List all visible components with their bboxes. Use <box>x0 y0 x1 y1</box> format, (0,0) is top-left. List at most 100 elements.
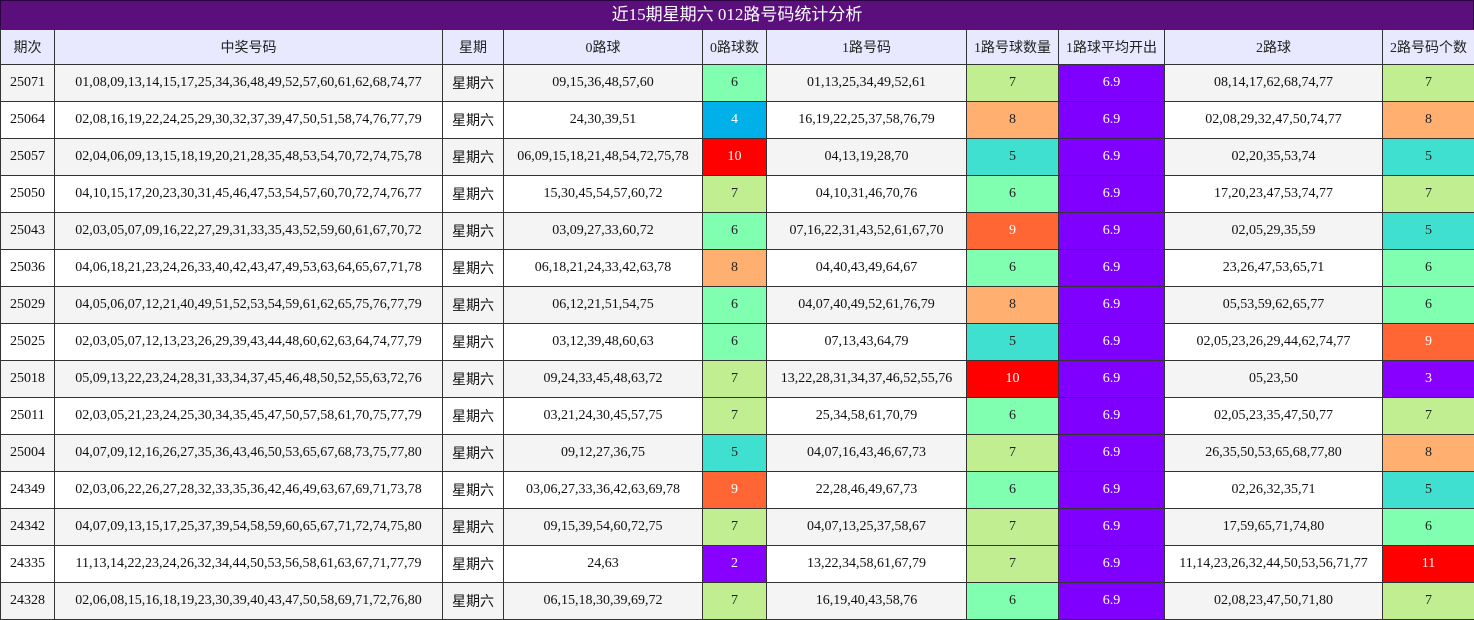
cell-route1-count: 8 <box>967 102 1059 139</box>
cell-route0-count: 6 <box>703 65 767 102</box>
cell-issue: 25011 <box>1 398 55 435</box>
cell-issue: 24349 <box>1 472 55 509</box>
cell-route2-count: 6 <box>1383 250 1474 287</box>
cell-route0-balls: 15,30,45,54,57,60,72 <box>504 176 703 213</box>
cell-route2-count: 5 <box>1383 213 1474 250</box>
cell-issue: 25071 <box>1 65 55 102</box>
cell-route1-count: 7 <box>967 65 1059 102</box>
cell-route2-count: 3 <box>1383 361 1474 398</box>
cell-route1-average: 6.9 <box>1059 176 1165 213</box>
cell-issue: 25043 <box>1 213 55 250</box>
cell-route1-average: 6.9 <box>1059 361 1165 398</box>
cell-weekday: 星期六 <box>443 287 504 324</box>
cell-winning-numbers: 02,06,08,15,16,18,19,23,30,39,40,43,47,5… <box>55 583 443 620</box>
page-title: 近15期星期六 012路号码统计分析 <box>0 0 1474 30</box>
cell-route0-balls: 06,09,15,18,21,48,54,72,75,78 <box>504 139 703 176</box>
cell-route2-count: 9 <box>1383 324 1474 361</box>
cell-winning-numbers: 02,03,06,22,26,27,28,32,33,35,36,42,46,4… <box>55 472 443 509</box>
cell-route2-count: 8 <box>1383 435 1474 472</box>
cell-weekday: 星期六 <box>443 176 504 213</box>
cell-route2-count: 5 <box>1383 472 1474 509</box>
cell-route2-balls: 17,20,23,47,53,74,77 <box>1165 176 1383 213</box>
header-row: 期次 中奖号码 星期 0路球 0路球数 1路号码 1路号球数量 1路球平均开出 … <box>1 30 1474 65</box>
cell-route2-balls: 05,23,50 <box>1165 361 1383 398</box>
header-route1-numbers: 1路号码 <box>767 30 967 65</box>
cell-route0-balls: 09,24,33,45,48,63,72 <box>504 361 703 398</box>
cell-weekday: 星期六 <box>443 546 504 583</box>
cell-route0-balls: 09,15,36,48,57,60 <box>504 65 703 102</box>
cell-route1-count: 7 <box>967 546 1059 583</box>
cell-route0-balls: 03,09,27,33,60,72 <box>504 213 703 250</box>
cell-weekday: 星期六 <box>443 509 504 546</box>
cell-winning-numbers: 01,08,09,13,14,15,17,25,34,36,48,49,52,5… <box>55 65 443 102</box>
cell-route1-average: 6.9 <box>1059 583 1165 620</box>
cell-route0-count: 7 <box>703 583 767 620</box>
cell-route1-average: 6.9 <box>1059 435 1165 472</box>
cell-route1-numbers: 04,07,16,43,46,67,73 <box>767 435 967 472</box>
cell-route0-count: 6 <box>703 324 767 361</box>
cell-route0-balls: 06,12,21,51,54,75 <box>504 287 703 324</box>
cell-route2-balls: 02,20,35,53,74 <box>1165 139 1383 176</box>
cell-route2-balls: 05,53,59,62,65,77 <box>1165 287 1383 324</box>
header-issue: 期次 <box>1 30 55 65</box>
cell-route1-numbers: 25,34,58,61,70,79 <box>767 398 967 435</box>
cell-route1-average: 6.9 <box>1059 65 1165 102</box>
cell-route2-count: 7 <box>1383 398 1474 435</box>
cell-route1-count: 6 <box>967 583 1059 620</box>
cell-route0-count: 10 <box>703 139 767 176</box>
cell-route1-numbers: 07,13,43,64,79 <box>767 324 967 361</box>
cell-route2-balls: 23,26,47,53,65,71 <box>1165 250 1383 287</box>
cell-route0-balls: 06,15,18,30,39,69,72 <box>504 583 703 620</box>
cell-route2-count: 5 <box>1383 139 1474 176</box>
cell-route1-average: 6.9 <box>1059 398 1165 435</box>
cell-route0-balls: 24,30,39,51 <box>504 102 703 139</box>
cell-route2-count: 7 <box>1383 65 1474 102</box>
cell-route0-balls: 24,63 <box>504 546 703 583</box>
cell-issue: 24335 <box>1 546 55 583</box>
cell-weekday: 星期六 <box>443 213 504 250</box>
cell-route1-count: 9 <box>967 213 1059 250</box>
cell-route1-count: 7 <box>967 435 1059 472</box>
cell-route1-average: 6.9 <box>1059 324 1165 361</box>
cell-route2-balls: 17,59,65,71,74,80 <box>1165 509 1383 546</box>
cell-route1-count: 6 <box>967 472 1059 509</box>
cell-route2-balls: 02,05,23,35,47,50,77 <box>1165 398 1383 435</box>
header-route1-average: 1路球平均开出 <box>1059 30 1165 65</box>
cell-route1-numbers: 04,07,40,49,52,61,76,79 <box>767 287 967 324</box>
cell-route2-balls: 02,05,29,35,59 <box>1165 213 1383 250</box>
cell-route0-count: 9 <box>703 472 767 509</box>
cell-route2-count: 6 <box>1383 287 1474 324</box>
cell-route1-numbers: 13,22,34,58,61,67,79 <box>767 546 967 583</box>
cell-route1-count: 6 <box>967 176 1059 213</box>
cell-route2-count: 7 <box>1383 176 1474 213</box>
cell-route1-count: 6 <box>967 398 1059 435</box>
cell-route1-average: 6.9 <box>1059 250 1165 287</box>
cell-route1-average: 6.9 <box>1059 472 1165 509</box>
cell-issue: 24342 <box>1 509 55 546</box>
cell-route0-balls: 03,12,39,48,60,63 <box>504 324 703 361</box>
cell-winning-numbers: 04,06,18,21,23,24,26,33,40,42,43,47,49,5… <box>55 250 443 287</box>
cell-route1-numbers: 04,07,13,25,37,58,67 <box>767 509 967 546</box>
cell-weekday: 星期六 <box>443 65 504 102</box>
cell-route0-count: 4 <box>703 102 767 139</box>
cell-route1-numbers: 04,10,31,46,70,76 <box>767 176 967 213</box>
stats-table: 期次 中奖号码 星期 0路球 0路球数 1路号码 1路号球数量 1路球平均开出 … <box>0 29 1474 620</box>
cell-route2-count: 8 <box>1383 102 1474 139</box>
cell-weekday: 星期六 <box>443 398 504 435</box>
cell-issue: 24328 <box>1 583 55 620</box>
cell-route2-balls: 02,05,23,26,29,44,62,74,77 <box>1165 324 1383 361</box>
header-numbers: 中奖号码 <box>55 30 443 65</box>
cell-route1-numbers: 04,13,19,28,70 <box>767 139 967 176</box>
cell-route1-numbers: 16,19,22,25,37,58,76,79 <box>767 102 967 139</box>
cell-route2-balls: 11,14,23,26,32,44,50,53,56,71,77 <box>1165 546 1383 583</box>
cell-route0-count: 8 <box>703 250 767 287</box>
